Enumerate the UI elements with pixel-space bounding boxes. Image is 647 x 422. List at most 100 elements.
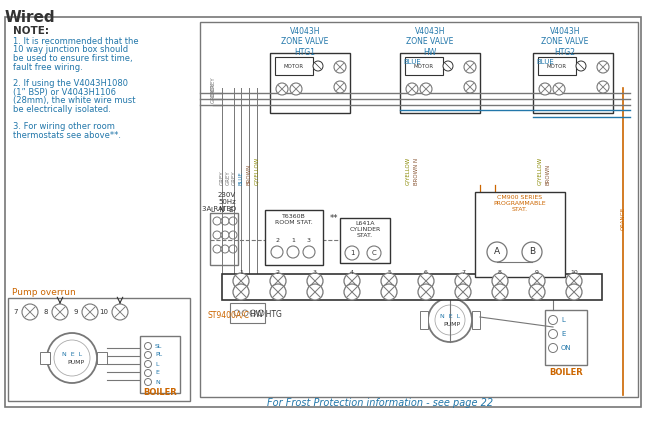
Circle shape bbox=[455, 284, 471, 300]
Circle shape bbox=[234, 310, 240, 316]
Text: 8: 8 bbox=[498, 270, 502, 275]
Text: BLUE: BLUE bbox=[403, 59, 421, 65]
Bar bbox=[545, 310, 587, 365]
Text: fault free wiring.: fault free wiring. bbox=[13, 62, 83, 71]
Circle shape bbox=[270, 273, 286, 289]
Circle shape bbox=[307, 273, 323, 289]
Bar bbox=[340, 218, 390, 263]
Text: 3. For wiring other room: 3. For wiring other room bbox=[13, 122, 115, 131]
Text: 3: 3 bbox=[313, 270, 317, 275]
Circle shape bbox=[276, 83, 288, 95]
Circle shape bbox=[344, 284, 360, 300]
Circle shape bbox=[258, 310, 264, 316]
Text: MOTOR: MOTOR bbox=[414, 65, 434, 70]
Bar bbox=[140, 336, 180, 393]
Bar bbox=[472, 311, 480, 329]
Bar bbox=[405, 57, 443, 75]
Circle shape bbox=[233, 284, 249, 300]
Text: 10 way junction box should: 10 way junction box should bbox=[13, 46, 128, 54]
Text: BOILER: BOILER bbox=[549, 368, 583, 377]
Text: 230V
50Hz
3A RATED: 230V 50Hz 3A RATED bbox=[202, 192, 236, 212]
Text: 10: 10 bbox=[99, 309, 108, 315]
Circle shape bbox=[233, 273, 249, 289]
Text: L: L bbox=[155, 362, 159, 366]
Text: G/YELLOW: G/YELLOW bbox=[538, 157, 542, 185]
Circle shape bbox=[549, 344, 558, 352]
Text: 2. If using the V4043H1080: 2. If using the V4043H1080 bbox=[13, 79, 128, 89]
Text: **: ** bbox=[330, 214, 338, 223]
Bar bbox=[538, 57, 576, 75]
Text: 3: 3 bbox=[307, 238, 311, 243]
Text: A: A bbox=[494, 247, 500, 257]
Circle shape bbox=[47, 333, 97, 383]
Text: G/YELLOW: G/YELLOW bbox=[406, 157, 410, 185]
Text: 7: 7 bbox=[14, 309, 18, 315]
Circle shape bbox=[334, 81, 346, 93]
Circle shape bbox=[367, 246, 381, 260]
Circle shape bbox=[487, 242, 507, 262]
Circle shape bbox=[539, 83, 551, 95]
Circle shape bbox=[213, 231, 221, 239]
Text: E: E bbox=[155, 371, 159, 376]
Text: V4043H
ZONE VALVE
HW: V4043H ZONE VALVE HW bbox=[406, 27, 454, 57]
Circle shape bbox=[144, 360, 151, 368]
Text: BROWN N: BROWN N bbox=[413, 158, 419, 185]
Text: 1: 1 bbox=[291, 238, 295, 243]
Bar bbox=[213, 88, 623, 303]
Text: be used to ensure first time,: be used to ensure first time, bbox=[13, 54, 133, 63]
Circle shape bbox=[250, 310, 256, 316]
Circle shape bbox=[492, 284, 508, 300]
Text: E: E bbox=[561, 331, 565, 337]
Circle shape bbox=[428, 298, 472, 342]
Circle shape bbox=[221, 245, 229, 253]
Text: MOTOR: MOTOR bbox=[547, 65, 567, 70]
Text: be electrically isolated.: be electrically isolated. bbox=[13, 105, 111, 114]
Circle shape bbox=[144, 379, 151, 386]
Text: NOTE:: NOTE: bbox=[13, 26, 49, 36]
Text: GREY: GREY bbox=[210, 82, 215, 97]
Circle shape bbox=[597, 61, 609, 73]
Text: PUMP: PUMP bbox=[67, 360, 84, 365]
Text: HW HTG: HW HTG bbox=[250, 310, 282, 319]
Circle shape bbox=[443, 61, 453, 71]
Circle shape bbox=[418, 284, 434, 300]
Text: GREY: GREY bbox=[219, 170, 225, 185]
Circle shape bbox=[221, 217, 229, 225]
Circle shape bbox=[455, 273, 471, 289]
Text: MOTOR: MOTOR bbox=[284, 65, 304, 70]
Text: N: N bbox=[155, 379, 160, 384]
Circle shape bbox=[418, 273, 434, 289]
Bar bbox=[200, 22, 638, 397]
Text: ORANGE: ORANGE bbox=[620, 207, 626, 230]
Text: G/YELLOW: G/YELLOW bbox=[254, 157, 259, 185]
Bar bbox=[420, 311, 428, 329]
Circle shape bbox=[553, 83, 565, 95]
Circle shape bbox=[303, 246, 315, 258]
Text: (28mm), the white wire must: (28mm), the white wire must bbox=[13, 97, 135, 106]
Text: ORANGE: ORANGE bbox=[492, 207, 498, 230]
Circle shape bbox=[290, 83, 302, 95]
Text: B: B bbox=[529, 247, 535, 257]
Text: L  N  E: L N E bbox=[211, 207, 234, 213]
Circle shape bbox=[344, 273, 360, 289]
Bar bbox=[275, 57, 313, 75]
Circle shape bbox=[529, 284, 545, 300]
Text: PUMP: PUMP bbox=[443, 322, 460, 327]
Text: T6360B
ROOM STAT.: T6360B ROOM STAT. bbox=[275, 214, 313, 225]
Circle shape bbox=[334, 61, 346, 73]
Circle shape bbox=[345, 246, 359, 260]
Text: ON: ON bbox=[561, 345, 572, 351]
Circle shape bbox=[82, 304, 98, 320]
Bar bbox=[40, 352, 50, 364]
Text: SL: SL bbox=[155, 344, 162, 349]
Text: L641A
CYLINDER
STAT.: L641A CYLINDER STAT. bbox=[349, 221, 380, 238]
Circle shape bbox=[54, 340, 90, 376]
Text: Pump overrun: Pump overrun bbox=[12, 288, 76, 297]
Circle shape bbox=[112, 304, 128, 320]
Text: ST9400A/C: ST9400A/C bbox=[208, 310, 250, 319]
Bar bbox=[230, 303, 265, 323]
Bar bbox=[8, 298, 190, 401]
Bar bbox=[265, 210, 323, 265]
Circle shape bbox=[270, 284, 286, 300]
Text: V4043H
ZONE VALVE
HTG2: V4043H ZONE VALVE HTG2 bbox=[542, 27, 589, 57]
